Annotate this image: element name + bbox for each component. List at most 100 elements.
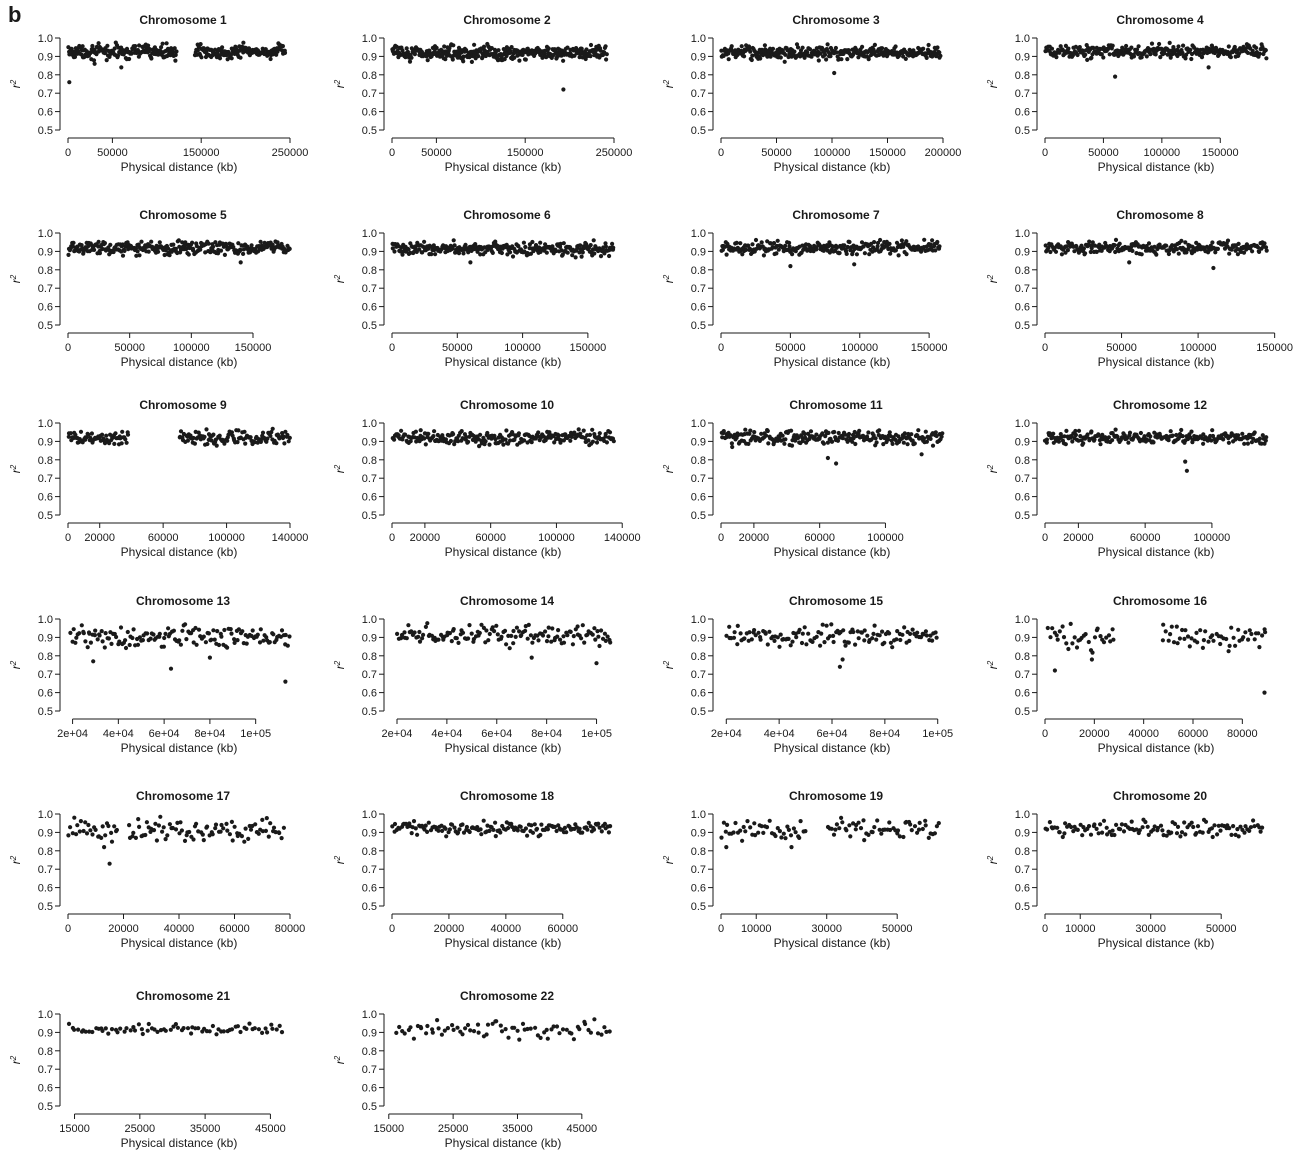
x-tick-label: 50000 bbox=[761, 147, 792, 159]
y-tick-label: 0.8 bbox=[362, 265, 377, 277]
data-point bbox=[498, 830, 503, 835]
data-point bbox=[860, 44, 865, 50]
data-point bbox=[570, 642, 576, 647]
x-tick-label: 50000 bbox=[1206, 923, 1237, 935]
data-point bbox=[1192, 45, 1197, 50]
data-point bbox=[562, 825, 568, 831]
y-tick-label: 0.6 bbox=[38, 107, 53, 119]
data-point bbox=[571, 634, 576, 639]
data-point bbox=[1054, 55, 1059, 60]
data-point bbox=[890, 441, 895, 446]
data-point bbox=[115, 1030, 120, 1035]
data-point bbox=[890, 645, 895, 650]
data-point bbox=[536, 430, 541, 435]
data-point bbox=[132, 1028, 138, 1033]
data-point bbox=[219, 822, 224, 828]
y-tick-label: 1.0 bbox=[38, 418, 53, 430]
data-point bbox=[193, 625, 198, 631]
data-point bbox=[209, 637, 214, 642]
data-point bbox=[430, 1030, 435, 1035]
y-axis-label: r2 bbox=[986, 660, 1001, 669]
x-tick-label: 10000 bbox=[1065, 923, 1096, 935]
data-point bbox=[556, 823, 561, 828]
data-point bbox=[120, 253, 126, 258]
data-point bbox=[773, 833, 778, 839]
x-tick-label: 8e+04 bbox=[869, 728, 900, 740]
data-point bbox=[125, 629, 130, 635]
data-point bbox=[1167, 40, 1172, 46]
x-tick-label: 150000 bbox=[183, 147, 220, 159]
y-tick-label: 0.9 bbox=[38, 436, 53, 448]
data-point bbox=[104, 58, 109, 63]
data-point bbox=[1174, 432, 1179, 438]
data-point bbox=[1112, 52, 1117, 57]
data-point bbox=[937, 50, 942, 55]
data-point bbox=[426, 431, 431, 436]
data-point bbox=[403, 432, 408, 437]
data-point bbox=[1247, 828, 1252, 834]
x-tick-label: 40000 bbox=[491, 923, 522, 935]
data-point bbox=[256, 1027, 261, 1032]
data-point bbox=[1163, 629, 1168, 634]
data-point bbox=[504, 642, 509, 647]
data-point bbox=[555, 634, 560, 639]
data-point bbox=[735, 642, 740, 647]
data-point bbox=[853, 642, 858, 647]
data-point bbox=[1185, 634, 1191, 639]
data-point bbox=[844, 251, 849, 256]
x-tick-label: 60000 bbox=[1178, 728, 1209, 740]
data-point bbox=[478, 252, 483, 257]
y-tick-label: 1.0 bbox=[691, 228, 706, 240]
data-point bbox=[1169, 624, 1174, 629]
data-point bbox=[605, 634, 610, 639]
data-point bbox=[727, 624, 732, 629]
data-point bbox=[847, 823, 852, 828]
data-point bbox=[588, 54, 593, 59]
data-point bbox=[231, 245, 236, 250]
x-tick-label: 8e+04 bbox=[194, 728, 225, 740]
data-point bbox=[160, 41, 165, 46]
data-point bbox=[880, 46, 885, 51]
x-tick-label: 0 bbox=[1042, 532, 1048, 544]
x-tick-label: 150000 bbox=[1202, 147, 1239, 159]
data-point bbox=[1124, 43, 1129, 49]
data-point bbox=[921, 436, 927, 441]
x-tick-label: 0 bbox=[389, 923, 395, 935]
data-point bbox=[210, 1023, 215, 1029]
data-point bbox=[175, 1025, 180, 1030]
data-point bbox=[590, 439, 596, 444]
data-point bbox=[102, 441, 108, 446]
data-point bbox=[1238, 824, 1243, 829]
data-point bbox=[81, 828, 86, 834]
data-point bbox=[924, 439, 930, 444]
y-tick-label: 0.6 bbox=[691, 883, 706, 895]
data-point bbox=[851, 436, 856, 441]
x-tick-label: 0 bbox=[65, 147, 71, 159]
data-point bbox=[1089, 429, 1094, 434]
data-point bbox=[183, 240, 188, 245]
data-point bbox=[841, 628, 846, 633]
y-tick-label: 0.7 bbox=[1015, 669, 1030, 681]
data-point bbox=[100, 1028, 105, 1033]
data-point bbox=[90, 1029, 95, 1035]
chart-title: Chromosome 14 bbox=[460, 594, 554, 608]
data-point bbox=[243, 826, 248, 831]
y-tick-label: 1.0 bbox=[38, 228, 53, 240]
data-point bbox=[743, 829, 748, 834]
data-point bbox=[565, 250, 570, 255]
data-point bbox=[206, 631, 211, 636]
data-point bbox=[92, 247, 97, 252]
outlier-point bbox=[468, 260, 473, 265]
y-tick-label: 0.5 bbox=[691, 706, 706, 718]
x-tick-label: 25000 bbox=[438, 1123, 469, 1135]
data-point bbox=[71, 627, 76, 632]
outlier-point bbox=[1052, 668, 1057, 673]
data-point bbox=[530, 640, 535, 645]
data-point bbox=[93, 827, 98, 833]
data-point bbox=[552, 824, 557, 830]
x-tick-label: 20000 bbox=[1079, 728, 1110, 740]
x-tick-label: 50000 bbox=[775, 342, 806, 354]
data-point bbox=[184, 246, 189, 251]
